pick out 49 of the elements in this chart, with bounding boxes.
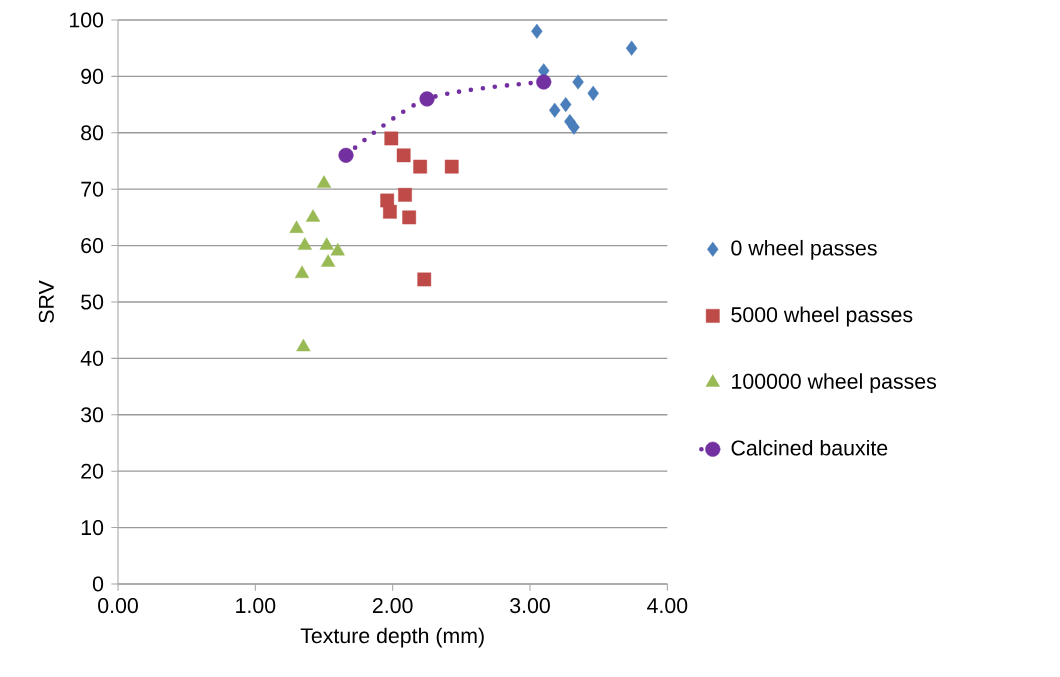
x-axis-title: Texture depth (mm): [300, 627, 484, 648]
point: [572, 74, 584, 90]
y-tick-label: 10: [81, 520, 104, 536]
point: [289, 220, 304, 233]
legend-label: 100000 wheel passes: [732, 373, 937, 394]
point: [321, 254, 336, 267]
point: [560, 97, 572, 113]
point: [549, 102, 561, 118]
y-tick-label: 20: [81, 463, 104, 479]
point: [330, 243, 345, 256]
y-tick-label: 50: [81, 294, 104, 310]
point: [383, 204, 397, 219]
point: [305, 209, 321, 222]
point: [294, 265, 310, 278]
point: [319, 237, 334, 250]
point: [384, 131, 399, 146]
y-axis-title: SRV: [38, 280, 54, 323]
y-tick-label: 90: [81, 68, 104, 84]
point: [338, 147, 354, 163]
x-tick-label: 1.00: [236, 598, 276, 614]
x-tick-label: 4.00: [647, 598, 688, 614]
point: [316, 175, 332, 188]
point: [417, 272, 432, 287]
y-tick-label: 30: [81, 407, 104, 423]
y-tick-label: 80: [81, 125, 104, 141]
point: [398, 187, 412, 202]
legend-label: 0 wheel passes: [731, 239, 877, 260]
point: [625, 40, 638, 56]
point: [444, 159, 459, 174]
y-tick-label: 60: [81, 238, 104, 254]
legend-label: Calcined bauxite: [731, 439, 888, 456]
point: [297, 237, 312, 250]
point: [568, 119, 580, 135]
x-tick-label: 2.00: [372, 598, 413, 614]
point: [531, 23, 543, 39]
legend-label: 5000 wheel passes: [731, 306, 913, 327]
y-tick-label: 0: [92, 576, 104, 592]
point: [413, 159, 427, 174]
y-tick-label: 100: [70, 12, 104, 28]
x-tick-label: 0.00: [98, 598, 138, 614]
point: [402, 210, 417, 225]
x-tick-label: 3.00: [510, 598, 550, 614]
y-tick-label: 70: [81, 181, 104, 197]
point: [296, 338, 311, 352]
point: [419, 91, 435, 107]
point: [396, 148, 411, 163]
point: [587, 85, 599, 101]
point: [536, 74, 552, 90]
y-tick-label: 40: [80, 350, 104, 366]
